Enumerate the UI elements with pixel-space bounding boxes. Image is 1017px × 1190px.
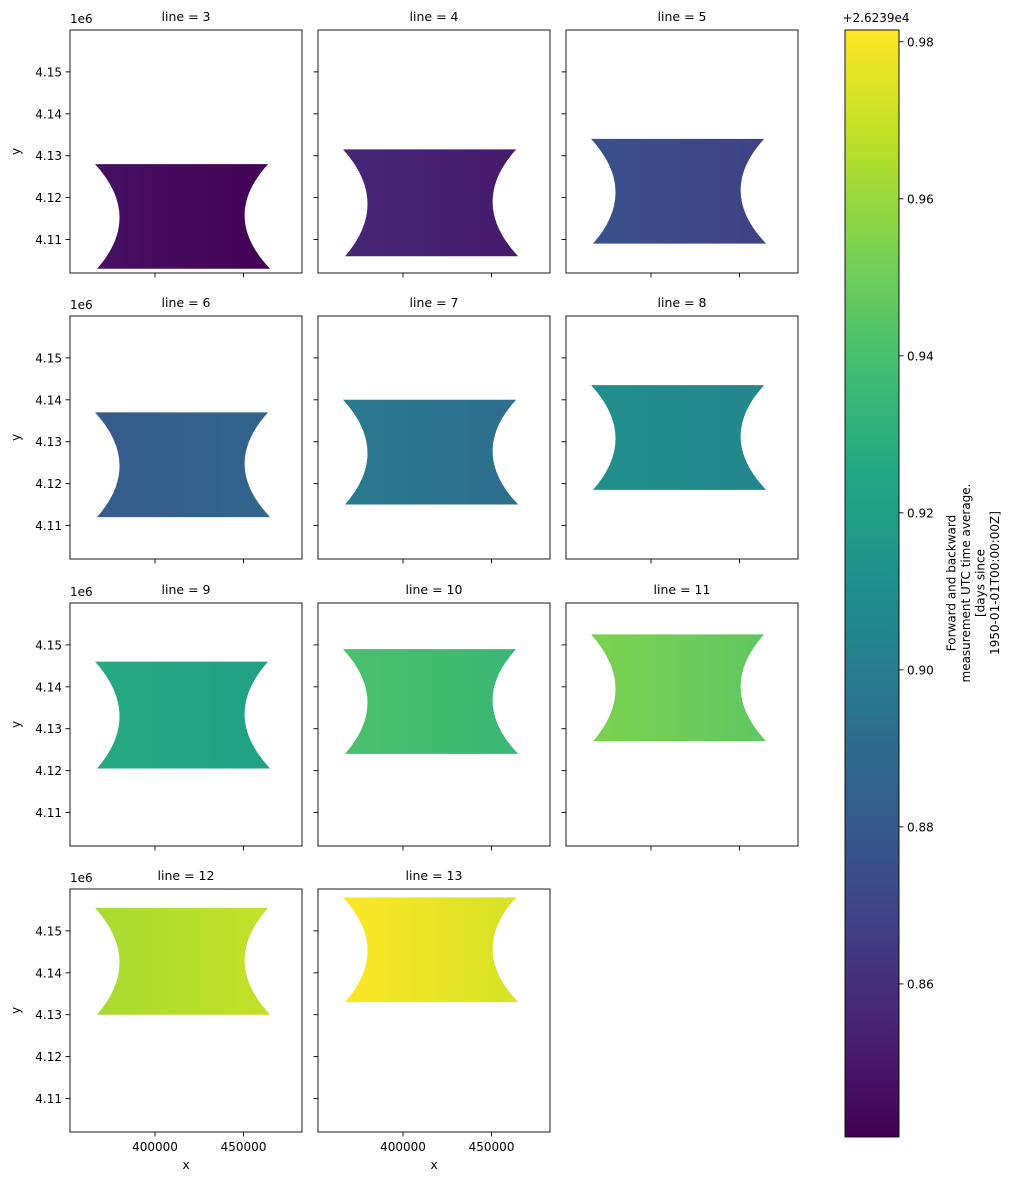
- axes-frame: [317, 602, 551, 847]
- facet-panel-line-7: line = 7: [313, 295, 551, 564]
- data-swath: [591, 138, 767, 244]
- colorbar-tick-label: 0.86: [907, 977, 934, 991]
- colorbar-tick-label: 0.96: [907, 192, 934, 206]
- data-swath: [95, 412, 271, 518]
- colorbar-tick-label: 0.94: [907, 349, 934, 363]
- facet-panel-line-4: line = 4: [313, 9, 551, 278]
- y-tick-label: 4.15: [35, 638, 62, 652]
- panel-title: line = 12: [158, 868, 215, 883]
- colorbar-label-line: 1950-01-01T00:00:00Z]: [988, 511, 1002, 655]
- panel-title: line = 6: [162, 295, 211, 310]
- axes-frame: [565, 315, 799, 560]
- colorbar-offset-label: +2.6239e4: [842, 11, 909, 25]
- data-swath: [95, 661, 271, 769]
- data-swath: [343, 897, 519, 1003]
- y-tick-label: 4.14: [35, 393, 62, 407]
- x-tick-label: 450000: [469, 1140, 515, 1154]
- panel-title: line = 4: [410, 9, 459, 24]
- x-axis-label: x: [430, 1158, 437, 1172]
- y-tick-label: 4.15: [35, 351, 62, 365]
- axes-frame: [69, 888, 303, 1133]
- axes-frame: [69, 602, 303, 847]
- colorbar: 0.86 0.88 0.90 0.92 0.94 0.96 0.98 +2.6239e4 For…: [842, 11, 1002, 1138]
- facet-panel-line-10: line = 10: [313, 582, 551, 851]
- facet-panel-line-5: line = 5: [561, 9, 799, 278]
- y-tick-label: 4.11: [35, 519, 62, 533]
- y-tick-label: 4.11: [35, 1092, 62, 1106]
- y-tick-label: 4.12: [35, 1050, 62, 1064]
- data-swath: [95, 164, 271, 269]
- y-tick-label: 4.14: [35, 966, 62, 980]
- panel-title: line = 9: [162, 582, 211, 597]
- axes-frame: [317, 29, 551, 274]
- y-tick-label: 4.12: [35, 477, 62, 491]
- data-swath: [343, 399, 519, 505]
- y-tick-label: 4.11: [35, 233, 62, 247]
- panel-title: line = 7: [410, 295, 459, 310]
- colorbar-label-line: measurement UTC time average.: [959, 483, 973, 682]
- y-axis-label: y: [9, 148, 23, 155]
- panel-title: line = 10: [406, 582, 463, 597]
- panel-title: line = 3: [162, 9, 211, 24]
- facet-panel-line-13: line = 13 400000 450000 x: [313, 868, 551, 1172]
- axes-frame: [317, 888, 551, 1133]
- y-tick-label: 4.15: [35, 65, 62, 79]
- y-tick-label: 4.13: [35, 435, 62, 449]
- colorbar-label-line: Forward and backward: [944, 515, 958, 652]
- facet-panel-line-12: line = 12 4.11 4.12 4.13 4.14 4.15 1e6 y 400000 4…: [9, 868, 303, 1172]
- y-tick-label: 4.12: [35, 764, 62, 778]
- panel-title: line = 5: [658, 9, 707, 24]
- data-swath: [343, 649, 519, 754]
- y-tick-label: 4.14: [35, 107, 62, 121]
- data-swath: [591, 385, 767, 490]
- y-tick-label: 4.13: [35, 149, 62, 163]
- y-offset-label: 1e6: [70, 585, 93, 599]
- y-tick-label: 4.13: [35, 1008, 62, 1022]
- y-tick-label: 4.13: [35, 722, 62, 736]
- axes-frame: [317, 315, 551, 560]
- colorbar-tick-label: 0.90: [907, 663, 934, 677]
- y-tick-label: 4.11: [35, 806, 62, 820]
- colorbar-bar: [844, 29, 900, 1138]
- axes-frame: [565, 602, 799, 847]
- facet-panel-line-9: line = 9 4.11 4.12 4.13 4.14 4.15 1e6 y: [9, 582, 303, 851]
- x-tick-label: 450000: [221, 1140, 267, 1154]
- facet-panel-line-11: line = 11: [561, 582, 799, 851]
- y-offset-label: 1e6: [70, 12, 93, 26]
- y-offset-label: 1e6: [70, 298, 93, 312]
- panel-title: line = 11: [654, 582, 711, 597]
- x-tick-label: 400000: [132, 1140, 178, 1154]
- data-swath: [95, 907, 271, 1015]
- x-axis-label: x: [182, 1158, 189, 1172]
- panel-title: line = 13: [406, 868, 463, 883]
- colorbar-tick-label: 0.98: [907, 35, 934, 49]
- axes-frame: [69, 315, 303, 560]
- y-tick-label: 4.12: [35, 191, 62, 205]
- facet-panel-line-8: line = 8: [561, 295, 799, 564]
- y-axis-label: y: [9, 721, 23, 728]
- y-axis-label: y: [9, 1007, 23, 1014]
- y-tick-label: 4.15: [35, 924, 62, 938]
- y-offset-label: 1e6: [70, 871, 93, 885]
- colorbar-label-line: [days since: [973, 549, 987, 617]
- y-axis-label: y: [9, 434, 23, 441]
- colorbar-tick-label: 0.92: [907, 506, 934, 520]
- facet-panel-line-3: line = 3 4.11 4.12 4.13 4.14 4.15 1e6 y: [9, 9, 303, 278]
- axes-frame: [69, 29, 303, 274]
- data-swath: [591, 634, 767, 742]
- data-swath: [343, 149, 519, 257]
- panel-title: line = 8: [658, 295, 707, 310]
- colorbar-tick-label: 0.88: [907, 820, 934, 834]
- axes-frame: [565, 29, 799, 274]
- y-tick-label: 4.14: [35, 680, 62, 694]
- x-tick-label: 400000: [380, 1140, 426, 1154]
- facet-panel-line-6: line = 6 4.11 4.12 4.13 4.14 4.15 1e6 y: [9, 295, 303, 564]
